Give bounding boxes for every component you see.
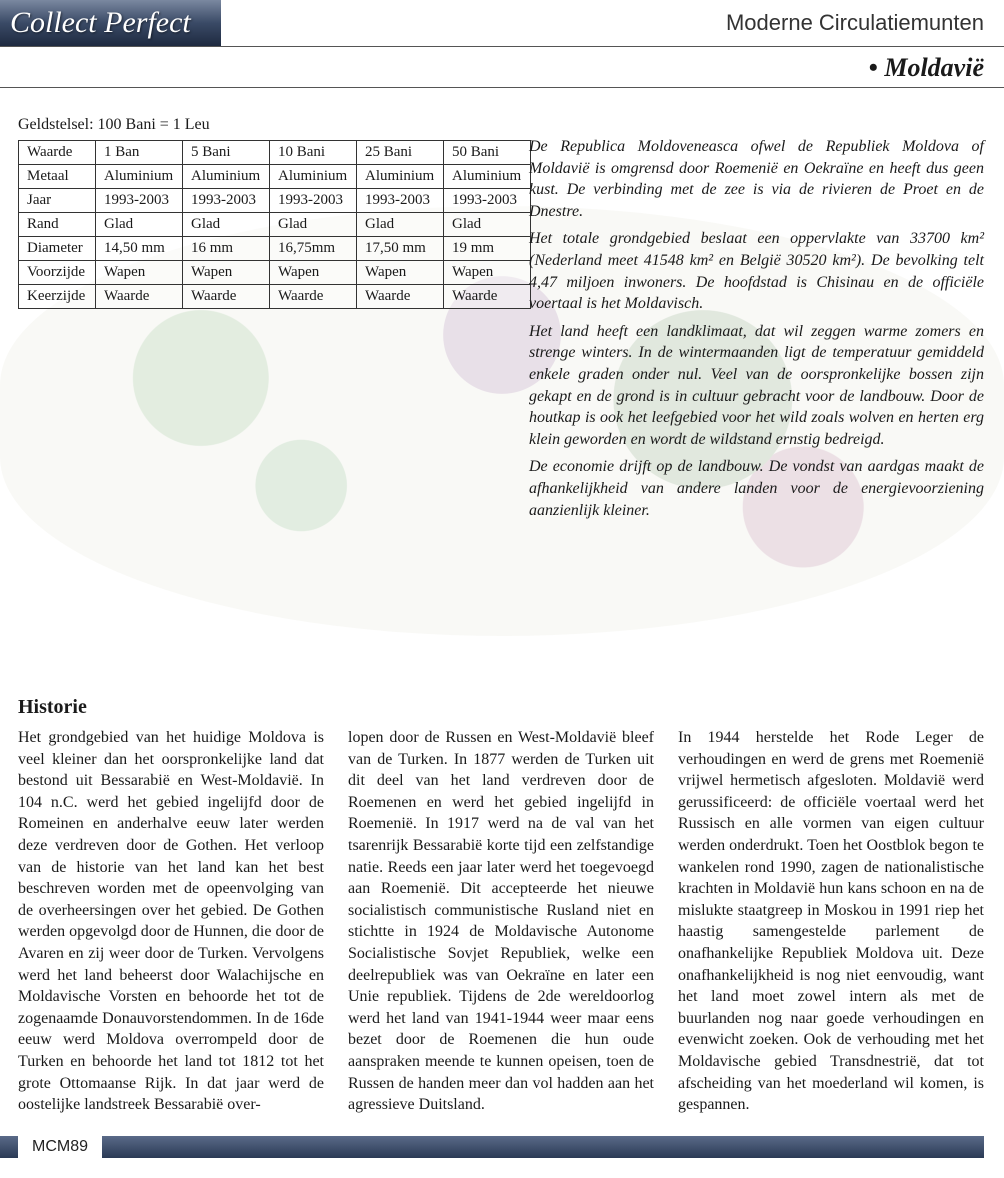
table-cell: Waarde [183, 285, 270, 309]
table-cell: Wapen [444, 261, 531, 285]
title-bullet: • [869, 53, 878, 82]
table-cell: 1993-2003 [183, 189, 270, 213]
table-cell: 1 Ban [96, 141, 183, 165]
table-row: Diameter 14,50 mm 16 mm 16,75mm 17,50 mm… [19, 237, 531, 261]
header-brand: Collect Perfect [0, 0, 221, 46]
table-cell: Aluminium [357, 165, 444, 189]
table-cell: Metaal [19, 165, 96, 189]
table-cell: Glad [444, 213, 531, 237]
historie-col-1: Het grondgebied van het huidige Moldova … [18, 727, 324, 1116]
table-cell: Glad [183, 213, 270, 237]
country-title: • Moldavië [0, 47, 1004, 88]
table-row: Metaal Aluminium Aluminium Aluminium Alu… [19, 165, 531, 189]
table-cell: Aluminium [270, 165, 357, 189]
table-cell: Aluminium [444, 165, 531, 189]
body-area: Geldstelsel: 100 Bani = 1 Leu Waarde 1 B… [0, 116, 1004, 676]
table-cell: 14,50 mm [96, 237, 183, 261]
footer: MCM89 [0, 1136, 1004, 1158]
table-row: Jaar 1993-2003 1993-2003 1993-2003 1993-… [19, 189, 531, 213]
table-cell: Glad [96, 213, 183, 237]
table-cell: 1993-2003 [444, 189, 531, 213]
table-cell: Wapen [96, 261, 183, 285]
table-cell: Aluminium [183, 165, 270, 189]
table-cell: Waarde [270, 285, 357, 309]
table-cell: Diameter [19, 237, 96, 261]
intro-para: De Republica Moldoveneasca ofwel de Repu… [529, 136, 984, 222]
table-cell: 16,75mm [270, 237, 357, 261]
header-section-title: Moderne Circulatiemunten [726, 10, 1004, 36]
table-cell: 5 Bani [183, 141, 270, 165]
table-row: Waarde 1 Ban 5 Bani 10 Bani 25 Bani 50 B… [19, 141, 531, 165]
table-cell: 1993-2003 [270, 189, 357, 213]
title-country: Moldavië [884, 53, 984, 82]
table-cell: Jaar [19, 189, 96, 213]
intro-para: Het totale grondgebied beslaat een opper… [529, 228, 984, 314]
table-cell: Glad [270, 213, 357, 237]
footer-bar-right [102, 1136, 984, 1158]
currency-system-label: Geldstelsel: 100 Bani = 1 Leu [18, 116, 1004, 134]
footer-code: MCM89 [18, 1138, 102, 1156]
page: Collect Perfect Moderne Circulatiemunten… [0, 0, 1004, 1178]
footer-bar-left [0, 1136, 18, 1158]
historie-heading: Historie [18, 696, 1004, 719]
table-cell: 1993-2003 [357, 189, 444, 213]
historie-col-3: In 1944 herstelde het Rode Leger de verh… [678, 727, 984, 1116]
table-row: Voorzijde Wapen Wapen Wapen Wapen Wapen [19, 261, 531, 285]
intro-para: Het land heeft een landklimaat, dat wil … [529, 321, 984, 451]
table-cell: Keerzijde [19, 285, 96, 309]
table-cell: Wapen [183, 261, 270, 285]
table-row: Rand Glad Glad Glad Glad Glad [19, 213, 531, 237]
table-cell: 1993-2003 [96, 189, 183, 213]
table-cell: 17,50 mm [357, 237, 444, 261]
table-cell: 50 Bani [444, 141, 531, 165]
intro-para: De economie drijft op de landbouw. De vo… [529, 456, 984, 521]
table-cell: 19 mm [444, 237, 531, 261]
table-cell: Aluminium [96, 165, 183, 189]
intro-text: De Republica Moldoveneasca ofwel de Repu… [529, 136, 984, 527]
historie-col-2: lopen door de Russen en West-Moldavië bl… [348, 727, 654, 1116]
table-cell: Glad [357, 213, 444, 237]
table-cell: Wapen [357, 261, 444, 285]
table-cell: 16 mm [183, 237, 270, 261]
header: Collect Perfect Moderne Circulatiemunten [0, 0, 1004, 47]
table-cell: Waarde [96, 285, 183, 309]
table-cell: Waarde [444, 285, 531, 309]
historie-columns: Het grondgebied van het huidige Moldova … [0, 727, 1004, 1116]
table-cell: 10 Bani [270, 141, 357, 165]
table-cell: Voorzijde [19, 261, 96, 285]
table-cell: Waarde [19, 141, 96, 165]
table-row: Keerzijde Waarde Waarde Waarde Waarde Wa… [19, 285, 531, 309]
table-cell: Waarde [357, 285, 444, 309]
coin-table: Waarde 1 Ban 5 Bani 10 Bani 25 Bani 50 B… [18, 140, 531, 309]
table-cell: Rand [19, 213, 96, 237]
table-cell: 25 Bani [357, 141, 444, 165]
table-cell: Wapen [270, 261, 357, 285]
